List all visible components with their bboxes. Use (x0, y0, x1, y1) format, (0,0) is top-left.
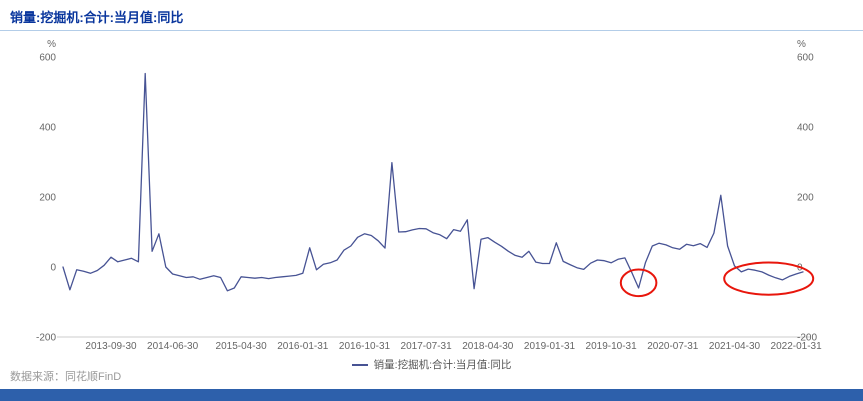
y-tick-label-right: 400 (797, 123, 814, 134)
y-tick-label-right: 200 (797, 193, 814, 204)
y-axis-unit-left: % (47, 39, 56, 50)
x-tick-label: 2019-01-31 (524, 341, 576, 352)
y-tick-label-right: 600 (797, 53, 814, 64)
x-tick-label: 2022-01-31 (771, 341, 823, 352)
bottom-bar (0, 389, 863, 401)
x-tick-label: 2015-04-30 (216, 341, 268, 352)
x-tick-label: 2020-07-31 (647, 341, 699, 352)
x-tick-label: 2017-07-31 (401, 341, 453, 352)
series-line (62, 72, 804, 292)
y-tick-label-left: 200 (39, 193, 56, 204)
x-tick-label: 2018-04-30 (462, 341, 514, 352)
y-tick-label-left: 400 (39, 123, 56, 134)
y-tick-label-left: 0 (50, 263, 56, 274)
y-axis-unit-right: % (797, 39, 806, 50)
annotation-ellipse (619, 268, 658, 298)
chart-legend[interactable]: 销量:挖掘机:合计:当月值:同比 (0, 357, 863, 372)
x-tick-label: 2013-09-30 (85, 341, 137, 352)
chart-title: 销量:挖掘机:合计:当月值:同比 (10, 10, 184, 25)
data-source-label: 数据来源：同花顺FinD (10, 371, 122, 383)
y-tick-label-left: 600 (39, 53, 56, 64)
legend-line-swatch (351, 363, 368, 366)
x-tick-label: 2016-10-31 (339, 341, 391, 352)
y-tick-label-right: -200 (797, 333, 817, 344)
x-tick-label: 2014-06-30 (147, 341, 199, 352)
legend-label: 销量:挖掘机:合计:当月值:同比 (373, 359, 512, 371)
x-tick-label: 2016-01-31 (277, 341, 329, 352)
y-tick-label-left: -200 (36, 333, 56, 344)
annotation-ellipse (723, 261, 815, 296)
x-tick-label: 2019-10-31 (586, 341, 638, 352)
header-divider (0, 30, 863, 31)
x-tick-label: 2021-04-30 (709, 341, 761, 352)
